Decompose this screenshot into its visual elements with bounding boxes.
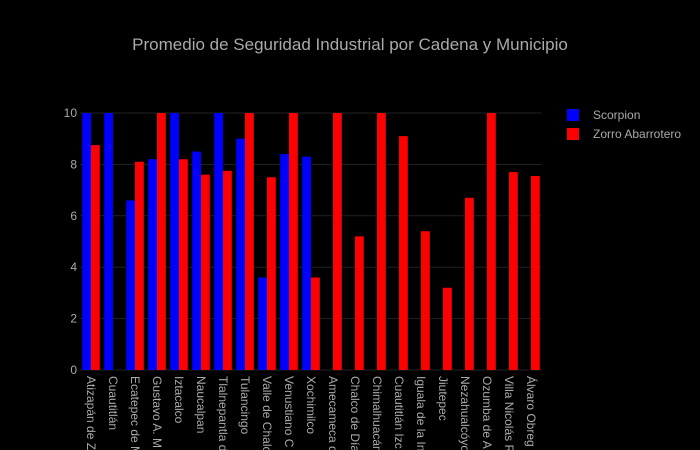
x-tick-label: Xochimilco <box>304 376 318 434</box>
y-tick-label: 6 <box>70 209 77 223</box>
bar-scorpion[interactable] <box>236 138 245 370</box>
bar-scorpion[interactable] <box>148 159 157 370</box>
bar-zorro-abarrotero[interactable] <box>245 113 254 370</box>
x-tick-label: Ozumba de A <box>480 376 494 449</box>
bar-zorro-abarrotero[interactable] <box>377 113 386 370</box>
bar-zorro-abarrotero[interactable] <box>531 175 540 370</box>
bar-zorro-abarrotero[interactable] <box>399 136 408 370</box>
bar-zorro-abarrotero[interactable] <box>267 177 276 370</box>
bar-scorpion[interactable] <box>170 113 179 370</box>
x-axis-ticks: Atizapán de Z Cuautitlán Ecatepec de M Gust… <box>84 376 539 450</box>
bar-zorro-abarrotero[interactable] <box>355 236 364 370</box>
bar-scorpion[interactable] <box>126 200 135 370</box>
bar-zorro-abarrotero[interactable] <box>311 277 320 370</box>
y-tick-label: 8 <box>70 157 77 171</box>
x-tick-label: Tulancingo <box>238 376 252 435</box>
bar-zorro-abarrotero[interactable] <box>509 172 518 370</box>
legend-swatch <box>567 109 579 121</box>
x-tick-label: Iztacalco <box>172 376 186 424</box>
x-tick-label: Venustiano C <box>282 376 296 448</box>
bar-zorro-abarrotero[interactable] <box>289 113 298 370</box>
x-tick-label: Álvaro Obreg <box>524 376 539 447</box>
x-tick-label: Cuautitlán Izc <box>392 376 406 449</box>
x-tick-label: Cuautitlán <box>106 376 120 430</box>
bar-zorro-abarrotero[interactable] <box>91 145 100 370</box>
bar-scorpion[interactable] <box>258 277 267 370</box>
x-tick-label: Chimalhuacán <box>370 376 384 450</box>
bar-scorpion[interactable] <box>192 151 201 370</box>
bar-zorro-abarrotero[interactable] <box>465 197 474 370</box>
x-tick-label: Iguala de la In <box>414 376 428 450</box>
legend-label[interactable]: Zorro Abarrotero <box>593 127 681 141</box>
bar-scorpion[interactable] <box>104 113 113 370</box>
bar-zorro-abarrotero[interactable] <box>135 161 144 370</box>
x-tick-label: Tlalnepantla d <box>216 376 230 450</box>
y-tick-label: 2 <box>70 312 77 326</box>
bar-zorro-abarrotero[interactable] <box>487 113 496 370</box>
bar-zorro-abarrotero[interactable] <box>333 113 342 370</box>
bar-zorro-abarrotero[interactable] <box>421 231 430 370</box>
bar-zorro-abarrotero[interactable] <box>223 170 232 370</box>
bar-zorro-abarrotero[interactable] <box>157 113 166 370</box>
bars <box>82 113 540 370</box>
chart-title: Promedio de Seguridad Industrial por Cad… <box>132 35 568 54</box>
x-tick-label: Amecameca d <box>326 376 340 450</box>
legend-swatch <box>567 128 579 140</box>
bar-zorro-abarrotero[interactable] <box>443 287 452 370</box>
y-tick-label: 4 <box>70 260 77 274</box>
x-tick-label: Atizapán de Z <box>84 376 98 450</box>
y-tick-label: 10 <box>64 106 78 120</box>
x-tick-label: Valle de Chalc <box>260 376 274 450</box>
bar-scorpion[interactable] <box>280 154 289 370</box>
legend[interactable]: Scorpion Zorro Abarrotero <box>567 108 681 141</box>
bar-scorpion[interactable] <box>302 156 311 370</box>
x-tick-label: Villa Nicolás R <box>502 376 516 450</box>
x-tick-label: Gustavo A. M <box>150 376 164 448</box>
x-tick-label: Chalco de Día <box>348 376 362 450</box>
y-axis-ticks: 0 2 4 6 8 10 <box>64 106 78 377</box>
bar-zorro-abarrotero[interactable] <box>179 159 188 370</box>
x-tick-label: Nezahualcóyo <box>458 376 472 450</box>
bar-scorpion[interactable] <box>82 113 91 370</box>
x-tick-label: Jiutepec <box>436 376 450 421</box>
legend-label[interactable]: Scorpion <box>593 108 640 122</box>
bar-zorro-abarrotero[interactable] <box>201 174 210 370</box>
y-tick-label: 0 <box>70 363 77 377</box>
x-tick-label: Naucalpan <box>194 376 208 433</box>
x-tick-label: Ecatepec de M <box>128 376 142 450</box>
bar-scorpion[interactable] <box>214 113 223 370</box>
